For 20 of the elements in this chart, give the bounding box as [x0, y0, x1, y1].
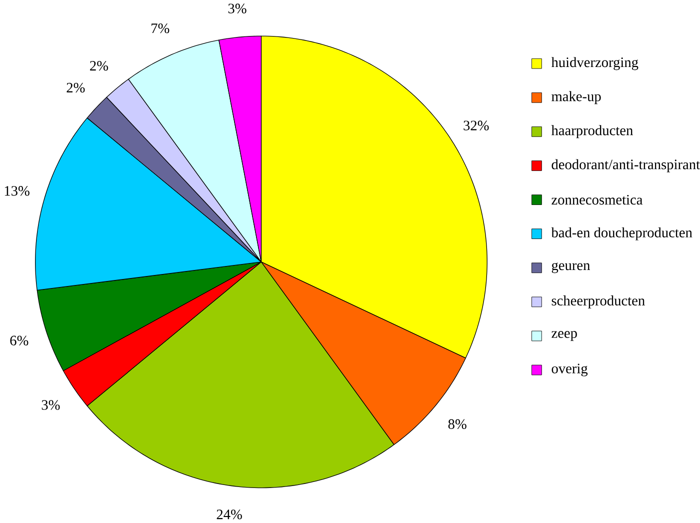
data-label: 3%	[42, 400, 60, 410]
data-label: 2%	[90, 60, 108, 71]
data-label: 8%	[448, 419, 466, 430]
legend-label: haarproducten	[551, 125, 633, 138]
data-label: 24%	[216, 510, 242, 520]
data-label: 13%	[4, 186, 30, 196]
legend-label: geuren	[552, 262, 590, 274]
data-label: 3%	[228, 4, 246, 14]
data-label: 7%	[152, 23, 170, 34]
data-label: 2%	[66, 82, 85, 93]
legend-label: zeep	[552, 331, 577, 341]
legend-label: huidverzorging	[551, 57, 638, 70]
legend-label: zonnecosmetica	[552, 194, 643, 205]
legend-label: overig	[552, 364, 588, 376]
data-label: 32%	[464, 120, 489, 130]
legend-label: make-up	[552, 91, 601, 104]
legend-label: bad-en doucheproducten	[551, 227, 692, 240]
legend-label: scheerproducten	[552, 295, 645, 308]
legend-label: deodorant/anti-transpirant	[552, 159, 700, 172]
data-label: 6%	[10, 336, 28, 346]
